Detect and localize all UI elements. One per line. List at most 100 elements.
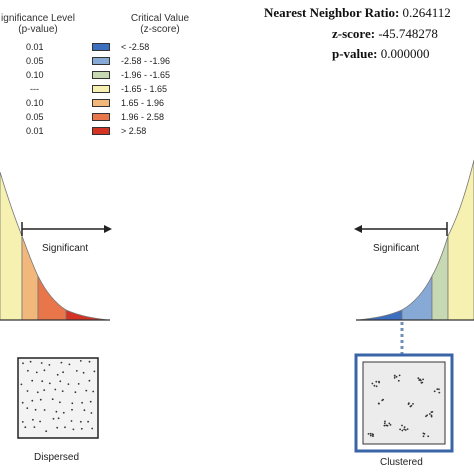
legend-swatch bbox=[92, 85, 110, 93]
clustered-pattern-box bbox=[354, 353, 454, 453]
clustered-point bbox=[438, 388, 440, 391]
clustered-point bbox=[425, 415, 427, 418]
nn-ratio-row: Nearest Neighbor Ratio: 0.264112 bbox=[264, 5, 451, 26]
legend-z-range: > 2.58 bbox=[121, 126, 147, 136]
dispersed-point bbox=[80, 427, 83, 430]
dispersed-point bbox=[59, 380, 62, 383]
dispersed-point bbox=[35, 371, 38, 374]
legend-swatch bbox=[92, 43, 110, 51]
clustered-point bbox=[398, 374, 401, 377]
dispersed-point bbox=[79, 420, 82, 423]
dispersed-point bbox=[31, 399, 34, 402]
clustered-points bbox=[367, 374, 441, 438]
clustered-point bbox=[384, 420, 386, 423]
dispersed-point bbox=[56, 426, 59, 429]
stats-block: Nearest Neighbor Ratio: 0.264112 z-score… bbox=[264, 5, 451, 66]
dispersed-point bbox=[72, 428, 75, 431]
clustered-point bbox=[369, 432, 372, 435]
clustered-point bbox=[401, 424, 403, 427]
right-arrow bbox=[354, 222, 448, 236]
dispersed-point bbox=[51, 398, 54, 401]
legend-z-range: < -2.58 bbox=[121, 42, 150, 52]
clustered-point bbox=[403, 426, 406, 429]
dispersed-point bbox=[68, 363, 71, 366]
dispersed-point bbox=[33, 426, 36, 428]
clustered-point bbox=[371, 382, 374, 385]
dispersed-point bbox=[71, 402, 74, 405]
clustered-point bbox=[428, 413, 431, 415]
dispersed-point bbox=[24, 426, 27, 429]
clustered-point bbox=[406, 428, 409, 430]
dispersed-point bbox=[87, 420, 89, 423]
clustered-point bbox=[433, 390, 436, 393]
dispersed-point bbox=[43, 409, 46, 411]
dispersed-point bbox=[64, 426, 66, 429]
dispersed-point bbox=[27, 369, 29, 372]
clustered-point bbox=[431, 411, 434, 413]
z-score-label: z-score: bbox=[332, 26, 376, 41]
clustered-point bbox=[393, 377, 396, 379]
dispersed-point bbox=[60, 361, 63, 364]
dispersed-point bbox=[26, 390, 29, 392]
clustered-point bbox=[419, 378, 421, 381]
dispersed-point bbox=[61, 390, 64, 392]
dispersed-point bbox=[71, 408, 73, 411]
z-score-row: z-score: -45.748278 bbox=[264, 26, 451, 46]
legend-swatch bbox=[92, 99, 110, 107]
legend-p-value: 0.01 bbox=[26, 126, 44, 136]
clustered-point bbox=[397, 379, 400, 382]
clustered-point bbox=[389, 424, 392, 426]
significance-header-sub: (p-value) bbox=[18, 24, 58, 35]
dispersed-point bbox=[62, 371, 64, 374]
left-curve-tail bbox=[0, 171, 110, 321]
legend-z-range: 1.96 - 2.58 bbox=[121, 112, 165, 122]
legend-z-range: -1.65 - 1.65 bbox=[121, 84, 168, 94]
clustered-point bbox=[423, 433, 426, 435]
clustered-point bbox=[385, 424, 388, 427]
dispersed-point bbox=[75, 370, 78, 372]
critical-header: Critical Value (z-score) bbox=[120, 13, 200, 35]
clustered-point bbox=[369, 434, 372, 437]
clustered-point bbox=[378, 402, 380, 405]
p-value-value: 0.000000 bbox=[380, 46, 430, 61]
legend-p-value: 0.05 bbox=[26, 56, 44, 66]
clustered-point bbox=[404, 429, 407, 431]
right-tail-light-blue bbox=[401, 275, 433, 321]
critical-header-sub: (z-score) bbox=[140, 24, 180, 35]
left-tail-red bbox=[65, 309, 109, 321]
right-curve-tail bbox=[356, 159, 474, 321]
dispersed-point bbox=[52, 417, 55, 420]
dispersed-point bbox=[62, 411, 65, 414]
clustered-point bbox=[422, 435, 425, 438]
legend-p-value: 0.01 bbox=[26, 42, 44, 52]
dispersed-point bbox=[74, 391, 77, 394]
dispersed-point bbox=[56, 373, 59, 376]
clustered-point bbox=[367, 433, 370, 435]
legend-z-range: -2.58 - -1.96 bbox=[121, 56, 171, 66]
dispersed-points bbox=[20, 360, 96, 433]
dispersed-caption: Dispersed bbox=[34, 452, 80, 463]
dispersed-point bbox=[40, 362, 43, 364]
dispersed-point bbox=[93, 370, 96, 373]
clustered-point bbox=[430, 415, 433, 418]
significance-header: ignificance Level (p-value) bbox=[0, 13, 78, 35]
clustered-point bbox=[375, 385, 378, 388]
left-tail-orange bbox=[21, 235, 39, 321]
dispersed-point bbox=[20, 383, 23, 386]
clustered-point bbox=[383, 424, 386, 427]
dispersed-point bbox=[89, 400, 92, 403]
dispersed-point bbox=[55, 410, 58, 413]
dispersed-point bbox=[45, 430, 48, 433]
clustered-point bbox=[422, 378, 424, 381]
significance-header-title: ignificance Level bbox=[1, 13, 75, 24]
legend-p-value: 0.10 bbox=[26, 70, 44, 80]
clustered-point bbox=[383, 422, 386, 425]
legend-p-value: 0.05 bbox=[26, 112, 44, 122]
clustered-point bbox=[410, 404, 413, 407]
dispersed-pattern-box bbox=[17, 357, 99, 439]
dispersed-point bbox=[79, 360, 82, 362]
left-significant-label: Significant bbox=[42, 243, 89, 254]
legend-p-value: 0.10 bbox=[26, 98, 44, 108]
dispersed-point bbox=[22, 362, 24, 365]
